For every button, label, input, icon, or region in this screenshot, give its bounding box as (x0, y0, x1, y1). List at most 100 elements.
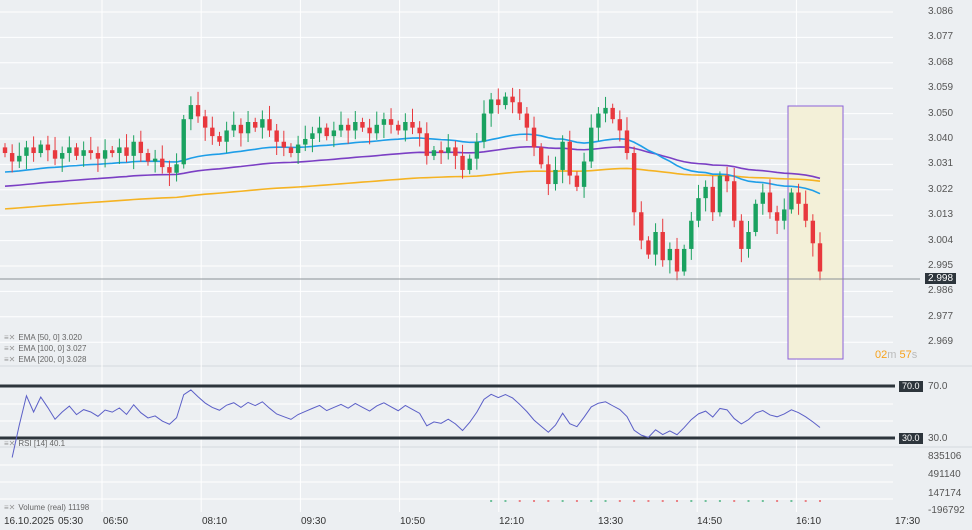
candle-body (603, 107, 608, 114)
candle-body (145, 153, 151, 162)
candle-body (417, 127, 422, 134)
candle-body (253, 122, 258, 128)
candle-body (610, 107, 615, 120)
candle-body (367, 127, 372, 134)
candle-body (396, 124, 401, 131)
candle-body (667, 248, 673, 261)
candle-body (460, 155, 465, 170)
candle-body (467, 158, 472, 170)
candle-body (560, 141, 565, 170)
candle-body (760, 192, 766, 204)
candle-body (553, 169, 558, 185)
price-axis-label: 3.004 (928, 234, 954, 246)
candle-body (403, 122, 408, 131)
ema100-line (4, 146, 821, 187)
candle-body (674, 248, 680, 272)
price-axis-label: 3.031 (928, 158, 954, 170)
candle-body (167, 167, 172, 173)
candle-body (681, 248, 687, 272)
price-axis-label: 3.013 (928, 209, 954, 221)
time-axis-label: 10:50 (400, 516, 426, 527)
candle-body (803, 203, 808, 221)
price-axis-label: 3.050 (928, 107, 954, 119)
rsi-axis-upper: 70.0 (928, 381, 948, 392)
price-axis-label: 3.068 (928, 56, 954, 68)
candle-body (81, 150, 86, 156)
candle-body (360, 122, 365, 128)
candle-body (152, 158, 158, 162)
legend-volume[interactable]: ≡✕ Volume (real) 11198 (4, 503, 90, 512)
price-axis-label: 2.986 (928, 285, 954, 297)
candle-body (288, 147, 294, 154)
candle-body (38, 144, 43, 154)
time-axis-label: 17:30 (895, 516, 921, 527)
candle-body (260, 119, 265, 128)
settings-icon[interactable]: ≡✕ (4, 439, 16, 448)
candle-body (567, 141, 572, 176)
settings-icon[interactable]: ≡✕ (4, 333, 16, 342)
time-axis-label: 08:10 (202, 516, 228, 527)
candle-body (88, 150, 93, 154)
price-axis-label: 2.969 (928, 336, 954, 348)
settings-icon[interactable]: ≡✕ (4, 503, 16, 512)
price-axis-label: 3.086 (928, 6, 954, 17)
candle-body (195, 105, 201, 117)
candle-body (95, 153, 101, 159)
candle-body (345, 124, 351, 131)
candle-body (732, 181, 737, 221)
candle-body (274, 130, 279, 142)
candle-body (589, 127, 594, 162)
candle-body (353, 122, 358, 131)
candle-body (245, 122, 251, 134)
candle-body (653, 232, 658, 255)
candle-body (581, 161, 587, 187)
candle-body (138, 141, 144, 154)
candle-body (503, 96, 508, 106)
candle-body (31, 147, 36, 154)
candle-body (796, 192, 801, 204)
candle-body (410, 122, 415, 128)
price-axis-label: 3.040 (928, 133, 954, 144)
candle-body (317, 127, 322, 134)
candle-body (689, 220, 694, 249)
candle-timer: 02m 57s (875, 349, 918, 361)
time-axis-label: 09:30 (301, 516, 327, 527)
candle-body (381, 119, 387, 125)
candle-body (639, 212, 644, 241)
rsi-upper-tag: 70.0 (899, 381, 923, 392)
candle-body (481, 113, 487, 142)
candle-body (2, 147, 8, 154)
candle-body (510, 96, 515, 103)
candle-body (703, 186, 708, 199)
candle-body (217, 136, 222, 142)
candle-body (446, 147, 451, 154)
candle-body (789, 192, 794, 210)
candle-body (224, 130, 229, 142)
candle-body (310, 133, 315, 139)
rsi-line (11, 389, 821, 458)
legend-ema200[interactable]: ≡✕ EMA [200, 0] 3.028 (4, 355, 87, 364)
candle-body (202, 116, 208, 128)
candle-body (438, 150, 444, 154)
volume-axis-label: 491140 (928, 469, 961, 480)
candle-body (331, 130, 337, 137)
candle-body (9, 153, 15, 162)
legend-rsi[interactable]: ≡✕ RSI [14] 40.1 (4, 439, 66, 448)
rsi-axis-lower: 30.0 (928, 433, 948, 444)
candle-body (431, 150, 437, 156)
price-axis-label: 3.022 (928, 183, 954, 195)
candle-body (110, 150, 115, 154)
candle-body (617, 119, 623, 131)
candle-body (631, 153, 637, 213)
settings-icon[interactable]: ≡✕ (4, 355, 16, 364)
legend-ema50[interactable]: ≡✕ EMA [50, 0] 3.020 (4, 333, 82, 342)
candle-body (52, 150, 58, 159)
candle-body (574, 175, 580, 187)
legend-ema100[interactable]: ≡✕ EMA [100, 0] 3.027 (4, 344, 87, 353)
candle-body (124, 147, 129, 156)
rsi-lower-tag: 30.0 (899, 433, 923, 444)
settings-icon[interactable]: ≡✕ (4, 344, 16, 353)
candle-body (453, 147, 458, 156)
